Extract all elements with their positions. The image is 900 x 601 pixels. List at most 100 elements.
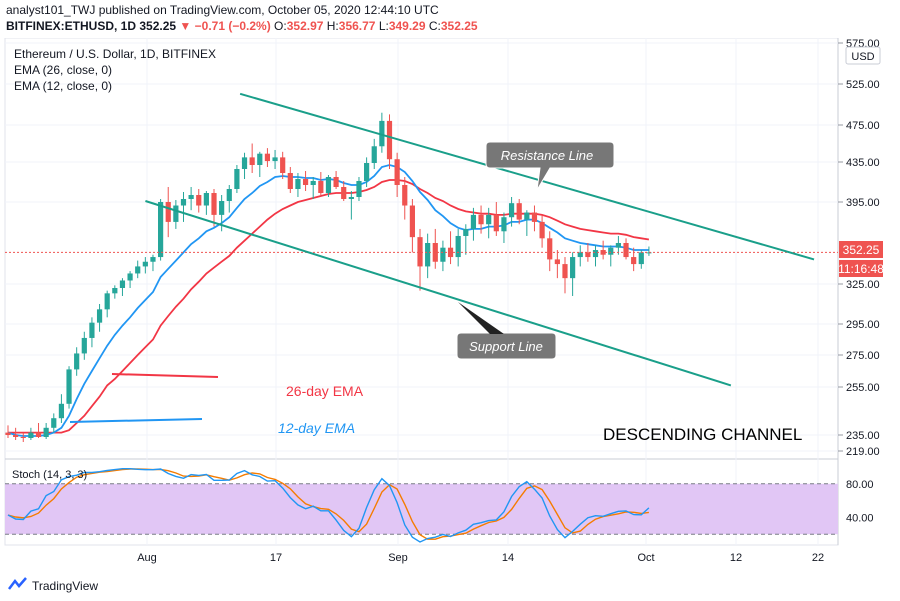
stochastic-d-line [7,468,649,540]
x-tick-label: Sep [388,552,408,564]
x-tick-label: Oct [637,552,654,564]
y-tick-label: 295.00 [846,319,880,331]
low-label: L: [378,19,389,33]
candle-body [142,261,148,267]
candle-body [241,157,248,169]
candle-body [257,153,263,165]
candle-body [379,120,385,147]
grid-layer [5,38,838,545]
x-tick-label: 14 [502,552,514,564]
candle-body [615,243,621,248]
candle-body [66,369,72,404]
candle-body [371,146,377,163]
currency-button[interactable] [845,46,881,65]
stochastic-k-line [7,468,650,543]
candle-body [524,212,530,220]
candle-body [516,203,522,220]
stochastic-layer [7,468,650,543]
support-line [145,200,732,387]
candle-body [264,153,271,162]
candle-body [585,252,591,258]
candle-body [470,214,477,229]
last-price: 352.25 [139,19,177,33]
candle-body [287,173,293,189]
candle-body [440,247,446,262]
x-tick-label: Aug [137,552,157,564]
open-label: O: [274,19,287,33]
legend-title: Ethereum / U.S. Dollar, 1D, BITFINEX [14,47,217,61]
candle-body [425,243,431,267]
low-value: 349.29 [388,19,426,33]
candle-body [5,432,11,435]
ema12-marker-line [69,418,203,423]
price-chart[interactable]: 219.00 235.00 255.00 275.00 295.00 325.00 395.… [0,37,900,578]
resistance-callout: Resistance Line [485,141,615,191]
y-tick-label: 475.00 [846,120,880,132]
legend-ema26: EMA (26, close, 0) [14,63,113,77]
candle-body [188,195,194,199]
candle-body [341,187,347,199]
y-tick-label: 325.00 [846,279,880,291]
stochastic-band-fill [5,483,838,535]
candle-body [234,169,240,189]
candle-body [119,280,126,288]
candle-body [173,205,179,222]
footer-brand[interactable]: TradingView [8,577,98,594]
candle-body [280,157,286,173]
candle-body [180,199,187,206]
candle-body [96,309,103,323]
candle-body [501,217,507,232]
last-price-tag [839,241,883,258]
channel-layer [145,92,815,387]
candle-body [356,181,362,197]
candle-body [295,179,301,189]
candle-body [402,185,408,206]
candle-body [570,257,576,279]
candle-body [638,252,644,265]
high-label: H: [326,19,339,33]
candle-body [28,432,34,438]
candle-body [203,193,209,206]
candle-body [58,403,65,419]
chart-frame[interactable]: 219.00 235.00 255.00 275.00 295.00 325.00 395.… [0,37,900,578]
candle-layer [5,112,838,442]
last-price-tag-label: 352.25 [843,243,880,257]
candle-body [554,259,560,265]
candle-body [577,252,583,258]
candle-body [135,266,141,274]
candle-body [219,201,225,215]
candle-body [158,202,164,258]
candle-body [394,159,400,185]
stochastic-label: Stoch (14, 3, 3) [12,469,87,481]
x-tick-label: 17 [270,552,282,564]
candle-body [226,189,232,201]
candle-body [310,181,316,185]
candle-body [562,264,568,279]
candle-body [478,214,484,225]
candle-body [150,257,156,262]
footer-brand-label: TradingView [32,578,99,593]
ema26-annotation: 26-day EMA [286,383,364,399]
candle-body [112,288,118,294]
candle-body [486,214,492,225]
support-callout: Support Line [456,302,557,360]
candle-body [35,432,42,437]
axis-layer: 219.00 235.00 255.00 275.00 295.00 325.00 395.… [137,38,879,564]
close-value: 352.25 [440,19,478,33]
y-tick-label: 525.00 [846,79,880,91]
candle-body [13,435,19,437]
y-tick-label: 219.00 [846,446,880,458]
symbol: BITFINEX:ETHUSD, 1D [6,19,137,33]
ema12-annotation: 12-day EMA [278,420,355,436]
candle-body [211,193,217,215]
resistance-line [239,92,815,261]
candle-body [463,228,469,236]
candle-body [493,214,499,232]
candle-body [249,157,255,165]
candle-body [43,427,49,437]
candle-body [592,250,599,258]
y-tick-label: 235.00 [846,430,880,442]
x-tick-label: 12 [730,552,742,564]
candle-body [608,247,614,255]
ema26-marker-line [111,373,219,378]
